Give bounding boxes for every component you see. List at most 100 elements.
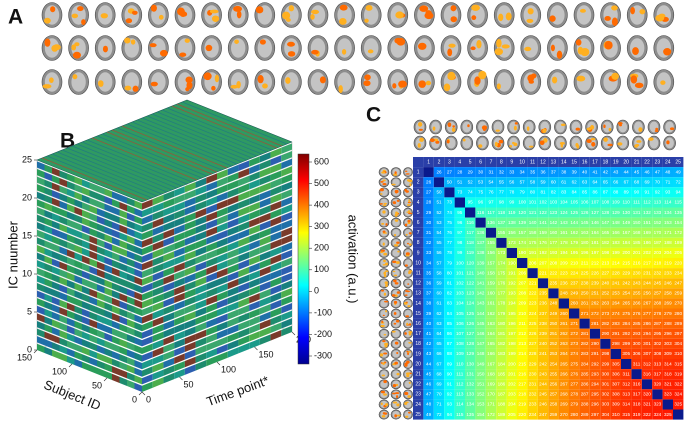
matrix-cell xyxy=(589,207,601,218)
layer-face-right xyxy=(227,225,239,237)
matrix-cell xyxy=(673,217,684,228)
matrix-cell xyxy=(600,177,611,188)
layer-face-left xyxy=(134,329,142,339)
layer-face-left xyxy=(74,214,82,224)
layer-face-right xyxy=(281,219,292,230)
layer-face-left xyxy=(67,279,75,289)
brain-icon xyxy=(378,258,390,268)
layer-face-right xyxy=(270,185,282,197)
layer-face-right xyxy=(238,274,250,286)
layer-face-left xyxy=(119,338,127,348)
brain-icon xyxy=(491,135,505,151)
layer-face-left xyxy=(44,164,52,174)
matrix-cell xyxy=(454,348,465,359)
activation-blob xyxy=(405,190,409,193)
cell-label: 221 xyxy=(539,270,547,275)
brain-icon xyxy=(403,328,413,339)
cell-label: 100 xyxy=(456,260,464,265)
layer-face-left xyxy=(127,372,135,382)
matrix-cell xyxy=(465,227,476,238)
layer-face-right xyxy=(259,197,271,209)
matrix-cell xyxy=(496,369,507,380)
layer-face-left xyxy=(112,335,120,345)
activation-blob xyxy=(287,51,296,57)
cell-label: 30 xyxy=(478,169,484,174)
diagonal-cell xyxy=(641,379,653,390)
matrix-cell xyxy=(423,348,434,359)
layer-face-right xyxy=(249,201,260,213)
cell-label: 148 xyxy=(477,351,485,356)
brain-icon xyxy=(554,119,567,135)
activation-blob xyxy=(184,38,190,43)
cell-label: 288 xyxy=(664,321,672,326)
matrix-cell xyxy=(485,328,497,339)
row-label: 15 xyxy=(415,311,421,317)
activation-blob xyxy=(363,80,371,87)
layer-face-left xyxy=(119,293,127,303)
layer-face-right xyxy=(217,267,228,279)
layer-face-right xyxy=(259,258,271,269)
matrix-cell xyxy=(465,197,476,208)
matrix-cell xyxy=(610,187,621,198)
activation-blob xyxy=(392,201,396,204)
layer-face-right xyxy=(195,360,207,371)
brain-icon xyxy=(476,119,489,135)
activation-blob xyxy=(408,381,411,384)
matrix-cell xyxy=(589,379,601,390)
cell-label: 92 xyxy=(447,392,453,397)
cell-label: 49 xyxy=(426,412,432,417)
layer-face-right xyxy=(206,173,217,184)
tick-mark xyxy=(138,391,143,396)
activation-blob xyxy=(395,319,400,323)
matrix-cell xyxy=(527,217,538,228)
activation-blob xyxy=(405,415,409,418)
activation-blob xyxy=(542,128,547,134)
diagonal-cell xyxy=(485,227,497,238)
matrix-cell xyxy=(589,278,601,289)
activation-blob xyxy=(257,75,264,84)
cell-label: 231 xyxy=(529,381,537,386)
cell-label: 72 xyxy=(676,179,682,184)
matrix-cell xyxy=(527,227,538,238)
matrix-cell xyxy=(621,177,632,188)
matrix-cell xyxy=(558,197,569,208)
layer-face-right xyxy=(227,195,239,206)
cell-label: 58 xyxy=(436,270,442,275)
cell-label: 270 xyxy=(674,301,682,306)
layer-face-left xyxy=(119,232,127,242)
layer-face-right xyxy=(249,262,260,274)
cell-label: 113 xyxy=(654,200,662,205)
activation-blob xyxy=(448,43,456,48)
matrix-cell xyxy=(569,197,580,208)
activation-blob xyxy=(319,76,326,84)
cell-label: 140 xyxy=(477,270,485,275)
matrix-cell xyxy=(662,308,673,319)
layer-face-left xyxy=(104,279,112,289)
cell-label: 42 xyxy=(603,169,609,174)
layer-face-left xyxy=(37,191,45,201)
matrix-cell xyxy=(600,328,611,339)
layer-face-left xyxy=(104,203,112,213)
activation-blob xyxy=(447,71,456,81)
matrix-cell xyxy=(673,247,684,258)
layer-face-left xyxy=(59,215,67,226)
activation-blob xyxy=(579,8,586,13)
cell-label: 30 xyxy=(426,220,432,225)
layer-face-right xyxy=(227,187,239,199)
cell-label: 283 xyxy=(612,321,620,326)
cell-label: 80 xyxy=(447,270,453,275)
layer-face-right xyxy=(238,304,250,316)
cell-label: 244 xyxy=(643,280,651,285)
matrix-cell xyxy=(621,197,632,208)
cell-label: 118 xyxy=(467,240,475,245)
matrix-cell xyxy=(662,288,673,299)
layer-face-left xyxy=(44,179,52,189)
activation-blob xyxy=(405,401,409,404)
activation-blob xyxy=(392,384,397,388)
activation-blob xyxy=(611,17,618,26)
activation-blob xyxy=(648,137,654,141)
matrix-cell xyxy=(454,369,465,380)
row-label: 1 xyxy=(417,169,420,175)
cell-label: 299 xyxy=(602,361,610,366)
